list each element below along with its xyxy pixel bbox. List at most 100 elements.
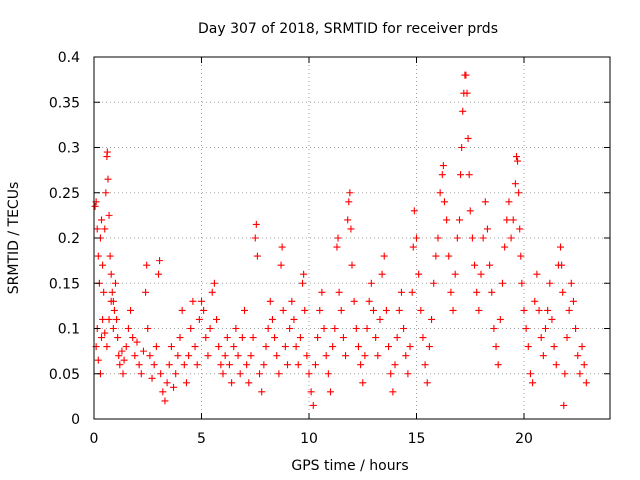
data-point xyxy=(292,343,300,351)
data-point xyxy=(359,379,367,387)
data-point xyxy=(156,257,164,265)
y-tick-label: 0.3 xyxy=(58,141,80,157)
data-point xyxy=(314,334,322,342)
data-point xyxy=(107,270,115,278)
data-point xyxy=(459,107,467,115)
data-point xyxy=(243,361,251,369)
data-point xyxy=(161,397,169,405)
data-point xyxy=(449,306,457,314)
data-point xyxy=(432,252,440,260)
data-point xyxy=(278,243,286,251)
data-point xyxy=(483,225,491,233)
data-point xyxy=(202,334,210,342)
y-tick-label: 0.05 xyxy=(49,367,80,383)
data-point xyxy=(363,325,371,332)
data-point xyxy=(417,306,425,314)
data-point xyxy=(103,148,111,156)
data-point xyxy=(408,288,416,296)
data-point xyxy=(260,361,268,369)
data-point xyxy=(503,216,511,224)
data-point xyxy=(200,306,208,314)
y-tick-label: 0.2 xyxy=(58,231,80,247)
data-point xyxy=(217,361,225,369)
data-point xyxy=(347,225,355,233)
data-point xyxy=(131,352,139,360)
data-point xyxy=(113,315,121,323)
data-point xyxy=(146,352,154,360)
data-point xyxy=(348,261,356,269)
data-point xyxy=(176,334,184,342)
data-point xyxy=(114,334,122,342)
data-point xyxy=(515,189,523,197)
data-point xyxy=(560,401,568,409)
data-point xyxy=(423,379,431,387)
y-tick-label: 0.4 xyxy=(58,50,80,66)
x-tick-label: 5 xyxy=(197,431,206,447)
data-point xyxy=(284,361,291,369)
y-tick-label: 0.15 xyxy=(49,276,80,292)
data-point xyxy=(552,361,560,369)
data-point xyxy=(273,352,281,360)
data-point xyxy=(99,261,107,269)
x-tick-label: 0 xyxy=(90,431,99,447)
data-point xyxy=(301,306,309,314)
data-point xyxy=(507,234,515,242)
y-tick-label: 0.35 xyxy=(49,95,80,111)
data-point xyxy=(445,252,453,260)
data-point xyxy=(367,279,375,287)
data-point xyxy=(350,297,358,305)
data-point xyxy=(139,347,147,355)
data-point xyxy=(421,361,429,369)
data-point xyxy=(178,306,186,314)
data-point xyxy=(524,343,532,351)
data-point xyxy=(215,343,223,351)
data-point xyxy=(245,379,253,387)
data-point xyxy=(219,370,227,378)
data-point xyxy=(509,216,517,224)
data-point xyxy=(389,388,397,396)
data-point xyxy=(115,352,123,360)
data-point xyxy=(439,162,447,170)
data-point xyxy=(105,315,113,323)
data-point xyxy=(400,325,408,332)
data-point xyxy=(511,180,519,188)
data-point xyxy=(142,288,150,296)
data-point xyxy=(456,216,463,224)
data-point xyxy=(550,343,558,351)
data-point xyxy=(477,270,485,278)
data-point xyxy=(309,401,317,409)
data-point xyxy=(94,252,102,260)
data-point xyxy=(305,370,313,378)
data-point xyxy=(488,288,496,296)
data-point xyxy=(382,306,390,314)
data-point xyxy=(434,234,442,242)
data-point xyxy=(404,370,412,378)
data-point xyxy=(234,352,242,360)
data-point xyxy=(436,189,444,197)
data-point xyxy=(361,352,369,360)
data-point xyxy=(542,325,549,332)
data-point xyxy=(344,216,352,224)
data-point xyxy=(236,370,244,378)
data-point xyxy=(100,288,108,296)
data-point xyxy=(331,325,339,332)
data-point xyxy=(238,334,246,342)
data-point xyxy=(163,379,171,387)
data-point xyxy=(395,306,403,314)
data-point xyxy=(539,352,547,360)
data-point xyxy=(451,270,459,278)
data-point xyxy=(204,352,212,360)
data-point xyxy=(303,352,311,360)
data-point xyxy=(514,157,522,165)
data-point xyxy=(333,243,341,251)
data-point xyxy=(247,352,255,360)
data-point xyxy=(522,325,530,332)
data-point xyxy=(268,315,276,323)
data-point xyxy=(582,379,590,387)
data-point xyxy=(327,388,334,396)
data-point xyxy=(409,243,417,251)
data-point xyxy=(576,370,584,378)
data-point xyxy=(385,343,393,351)
data-point xyxy=(182,379,190,387)
data-point xyxy=(465,171,473,179)
